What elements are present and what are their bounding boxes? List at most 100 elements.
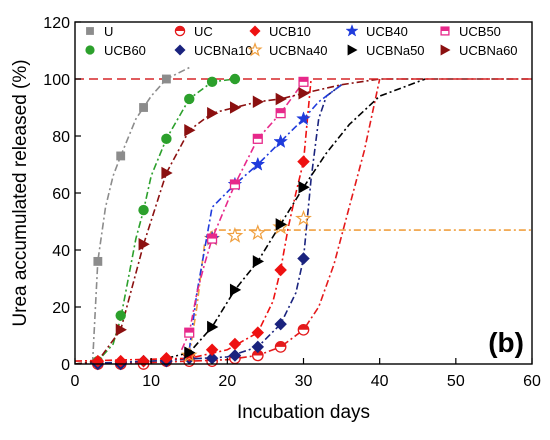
legend-label-ucb60: UCB60: [104, 43, 146, 58]
point-uc-9: [297, 323, 310, 336]
legend-label-ucbna50: UCBNa50: [366, 43, 425, 58]
point-ucbna60-1: [138, 238, 150, 251]
point-ucb10-6: [228, 337, 242, 351]
fit-curve-u: [91, 66, 190, 364]
point-ucbna10-7: [251, 340, 265, 354]
point-ucbna50-4: [275, 218, 287, 231]
y-tick-label: 120: [43, 15, 70, 32]
legend-marker-ucb40: [345, 24, 359, 37]
point-u-1: [116, 151, 126, 161]
y-axis-label: Urea accumulated released (%): [10, 59, 31, 326]
point-ucbna50-1: [207, 320, 219, 334]
point-ucb60-2: [138, 204, 149, 216]
axis-ticks-layer: 0 10 20 30 40 50 60 0 20 40 60 80 100 120: [43, 15, 541, 390]
point-ucb60-1: [115, 310, 126, 321]
legend-marker-ucbna60: [440, 44, 451, 56]
point-ucbna40-3: [249, 224, 267, 241]
point-ucbna60-3: [184, 124, 196, 137]
fit-curve-ucbna10: [75, 84, 343, 364]
legend-label-ucb40: UCB40: [366, 24, 408, 39]
point-ucbna10-6: [228, 349, 242, 362]
legend-label-uc: UC: [194, 24, 213, 39]
point-ucbna40-5: [295, 209, 312, 226]
point-ucb50-4: [275, 108, 286, 119]
legend: U UC UCB10 UCB40 UCB50 UCB60 UCBNa10 UCBNa40 UCB…: [85, 24, 518, 58]
point-ucbna50-0: [184, 346, 196, 359]
y-tick-label: 20: [52, 300, 70, 317]
fit-curve-ucb60: [75, 78, 236, 364]
legend-label-u: U: [104, 24, 113, 39]
x-tick-label: 20: [218, 373, 236, 390]
point-ucb50-3: [252, 133, 263, 144]
legend-label-ucbna60: UCBNa60: [459, 43, 518, 58]
point-ucb50-0: [184, 327, 195, 338]
fit-curve-ucbna50: [166, 78, 426, 360]
panel-label: (b): [488, 327, 524, 358]
point-ucb50-2: [229, 179, 241, 190]
point-u-0: [93, 256, 103, 266]
y-tick-label: 40: [52, 243, 70, 260]
fit-curve-uc: [75, 78, 381, 364]
point-ucb10-3: [160, 352, 173, 365]
fit-curve-ucb40: [188, 84, 343, 350]
point-u-2: [139, 103, 148, 112]
fit-curve-ucbna40: [188, 229, 532, 356]
point-ucb60-4: [184, 93, 195, 105]
point-ucbna60-4: [207, 106, 219, 120]
x-tick-label: 30: [295, 373, 313, 390]
point-ucbna60-7: [275, 92, 287, 106]
point-ucb10-8: [274, 263, 287, 277]
point-ucb40-2: [250, 156, 266, 171]
legend-marker-ucb10: [249, 25, 261, 37]
point-ucb10-0: [91, 354, 105, 368]
y-tick-label: 80: [52, 129, 70, 146]
legend-marker-uc: [174, 25, 186, 37]
point-ucb10-1: [114, 354, 127, 368]
point-u-3: [161, 74, 171, 84]
point-ucbna50-2: [229, 283, 242, 297]
point-ucbna10-9: [297, 252, 310, 265]
point-ucbna60-6: [252, 95, 265, 109]
legend-label-ucbna10: UCBNa10: [194, 43, 253, 58]
y-tick-label: 0: [61, 357, 70, 374]
point-ucbna60-2: [161, 166, 173, 180]
legend-marker-u: [86, 27, 94, 35]
point-ucb10-2: [137, 354, 150, 368]
point-uc-8: [274, 341, 287, 353]
x-tick-label: 60: [523, 373, 541, 390]
point-ucb60-5: [206, 76, 218, 88]
x-tick-label: 0: [71, 373, 80, 390]
x-tick-label: 10: [142, 373, 160, 390]
point-ucbna60-8: [298, 87, 310, 100]
legend-label-ucbna40: UCBNa40: [269, 43, 328, 58]
legend-marker-ucbna50: [347, 44, 358, 56]
point-ucbna10-8: [274, 317, 287, 331]
point-ucbna50-3: [252, 255, 265, 268]
point-ucb40-3: [273, 133, 288, 149]
point-ucbna10-5: [205, 352, 219, 365]
x-tick-label: 50: [447, 373, 465, 390]
point-ucb10-5: [205, 343, 219, 356]
legend-marker-ucbna40: [247, 42, 263, 57]
y-tick-label: 60: [52, 186, 70, 203]
point-ucb60-3: [161, 133, 172, 145]
point-ucb60-6: [229, 73, 241, 85]
plot-frame: [74, 21, 533, 365]
x-tick-label: 40: [371, 373, 389, 390]
point-ucb10-9: [297, 155, 310, 168]
point-ucbna60-0: [115, 323, 127, 337]
point-ucb10-7: [251, 326, 265, 339]
point-ucb50-1: [207, 233, 218, 244]
legend-label-ucb50: UCB50: [459, 24, 501, 39]
y-tick-label: 100: [43, 72, 70, 89]
x-axis-label: Incubation days: [237, 402, 370, 423]
point-ucbna50-5: [298, 181, 310, 194]
point-ucbna40-2: [226, 226, 244, 243]
legend-marker-ucb60: [85, 45, 95, 55]
point-ucbna60-5: [229, 101, 242, 114]
legend-marker-ucb50: [440, 26, 450, 36]
point-ucb50-5: [298, 76, 309, 87]
legend-marker-ucbna10: [174, 44, 186, 56]
point-ucb40-4: [296, 111, 311, 126]
